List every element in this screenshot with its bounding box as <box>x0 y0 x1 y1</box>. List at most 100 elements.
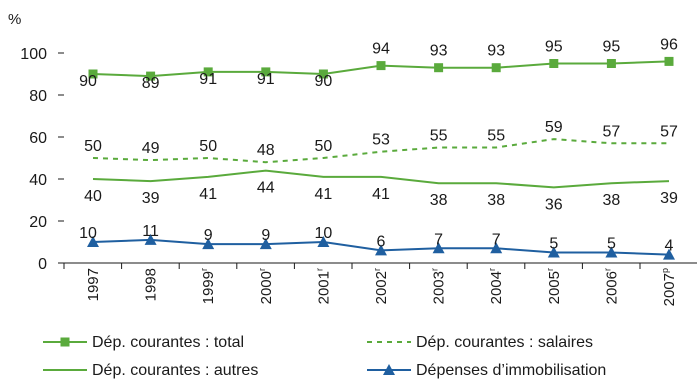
data-point-marker <box>87 236 99 247</box>
data-label: 38 <box>603 192 621 209</box>
data-label: 9 <box>261 227 270 244</box>
data-label: 6 <box>377 233 386 250</box>
data-point-marker <box>261 67 271 77</box>
y-tick-label: 40 <box>29 172 47 189</box>
x-tick-label: 2001r <box>314 268 332 304</box>
legend-item: Dép. courantes : salaires <box>367 334 593 351</box>
data-label: 9 <box>204 227 213 244</box>
data-label: 11 <box>142 223 159 240</box>
data-label: 95 <box>545 39 563 56</box>
y-tick-label: 20 <box>29 214 47 231</box>
data-point-marker <box>605 246 618 258</box>
data-label: 40 <box>84 188 102 205</box>
series-2: 50 49 50 48 50 53 55 55 59 57 57 <box>84 119 678 164</box>
x-tick-label: 1997 <box>85 268 102 301</box>
data-label: 39 <box>142 190 160 207</box>
legend-item: Dép. courantes : autres <box>43 362 258 379</box>
x-tick-superscript: r <box>199 268 209 271</box>
series-3: 40 39 41 44 41 41 38 38 36 38 39 <box>84 169 678 213</box>
legend-label: Dép. courantes : salaires <box>416 334 593 351</box>
x-tick-superscript: r <box>314 268 324 271</box>
x-tick-label: 1998 <box>143 268 160 301</box>
data-label: 38 <box>430 192 448 209</box>
series-1: 90 89 91 91 90 94 93 93 95 95 96 <box>79 36 678 92</box>
x-tick-label: 2003r <box>430 268 448 304</box>
x-tick-superscript: r <box>257 268 267 271</box>
series-4: 10 11 9 9 10 6 7 7 5 5 4 <box>79 223 675 260</box>
x-tick-label: 2007p <box>660 268 678 306</box>
y-axis: 0 20 40 60 80 100 <box>20 46 64 273</box>
legend-label: Dépenses d’immobilisation <box>416 362 606 379</box>
legend-label: Dép. courantes : autres <box>92 362 258 379</box>
data-point-marker <box>434 63 444 73</box>
data-label: 95 <box>603 39 621 56</box>
data-point-marker <box>606 59 616 68</box>
data-label: 57 <box>603 123 621 140</box>
y-tick-label: 80 <box>29 88 47 105</box>
data-label: 38 <box>487 192 505 209</box>
x-tick-label: 2006r <box>602 268 620 304</box>
data-label: 93 <box>487 43 505 60</box>
x-tick-superscript: p <box>660 268 670 273</box>
data-point-marker <box>144 233 157 245</box>
data-point-marker <box>549 59 559 68</box>
x-tick-superscript: r <box>372 268 382 271</box>
data-label: 5 <box>549 236 558 253</box>
x-tick-label: 2000r <box>257 268 275 304</box>
data-label: 4 <box>665 238 674 255</box>
y-tick-label: 60 <box>29 130 47 147</box>
data-label: 91 <box>257 71 275 88</box>
data-label: 89 <box>142 75 160 92</box>
legend-swatch-marker <box>60 337 70 347</box>
data-point-marker <box>663 248 675 260</box>
data-point-marker <box>491 63 501 73</box>
data-label: 41 <box>315 186 333 203</box>
data-label: 50 <box>199 138 217 155</box>
data-label: 90 <box>79 73 97 90</box>
data-point-marker <box>146 71 156 81</box>
data-point-marker <box>490 242 503 254</box>
data-label: 44 <box>257 180 275 197</box>
series-line <box>92 169 670 189</box>
data-label: 5 <box>607 236 616 253</box>
data-label: 48 <box>257 142 275 159</box>
data-label: 36 <box>545 196 563 213</box>
data-label: 55 <box>430 128 448 145</box>
x-tick-superscript: r <box>430 268 440 271</box>
data-label: 50 <box>84 138 102 155</box>
x-axis: 1997 1998 1999r 2000r 2001r 2002r 2003r 2004r 20… <box>63 262 697 306</box>
data-label: 93 <box>430 43 448 60</box>
data-point-marker <box>203 67 213 77</box>
data-point-marker <box>375 244 387 256</box>
y-tick-label: 0 <box>38 256 47 273</box>
data-point-marker <box>318 69 328 79</box>
data-label: 50 <box>315 138 333 155</box>
data-label: 91 <box>199 71 217 88</box>
data-label: 59 <box>545 119 563 136</box>
data-point-marker <box>376 61 386 71</box>
data-label: 7 <box>434 231 443 248</box>
data-label: 57 <box>660 123 678 140</box>
data-label: 49 <box>142 140 160 157</box>
x-tick-superscript: r <box>487 268 497 271</box>
data-point-marker <box>202 238 215 250</box>
x-tick-label: 2005r <box>545 268 563 304</box>
data-label: 10 <box>315 225 333 242</box>
data-label: 41 <box>372 186 390 203</box>
legend-item: Dépenses d’immobilisation <box>367 362 606 379</box>
data-label: 53 <box>372 132 390 149</box>
x-tick-superscript: r <box>545 268 555 271</box>
data-label: 94 <box>372 41 390 58</box>
data-point-marker <box>259 238 272 250</box>
data-point-marker <box>317 236 330 247</box>
legend-label: Dép. courantes : total <box>92 334 244 351</box>
data-label: 96 <box>660 36 678 53</box>
data-point-marker <box>88 69 98 79</box>
data-label: 39 <box>660 190 678 207</box>
data-label: 55 <box>487 128 505 145</box>
data-label: 10 <box>79 225 97 242</box>
series-line <box>92 138 669 164</box>
x-tick-label: 2002r <box>372 268 390 304</box>
data-point-marker <box>664 56 674 66</box>
